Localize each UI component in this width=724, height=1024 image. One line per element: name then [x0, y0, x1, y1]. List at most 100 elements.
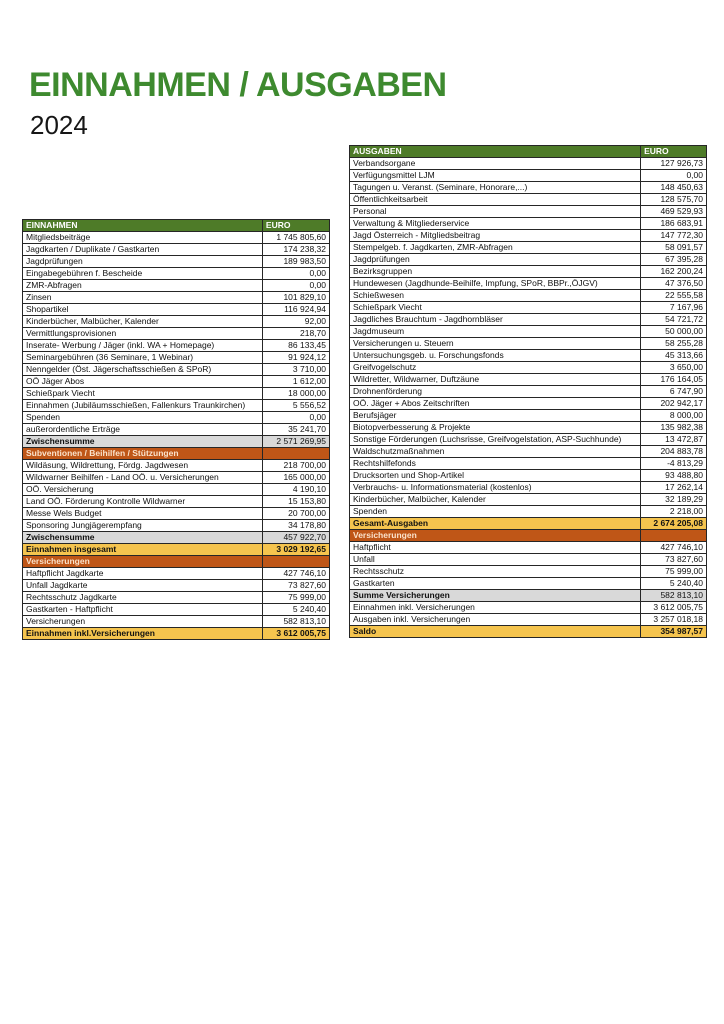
row-label-cell: Schießpark Viecht	[22, 387, 263, 400]
row-value-cell	[261, 555, 331, 568]
row-value-cell: 427 746,10	[640, 541, 707, 554]
row-label-cell: Biotopverbesserung & Projekte	[348, 421, 642, 434]
row-label-cell: Berufsjäger	[348, 409, 642, 422]
table-row: Unfall Jagdkarte 73 827,60	[22, 579, 331, 592]
row-value-cell: 3 612 005,75	[640, 601, 707, 614]
table-row: Inserate- Werbung / Jäger (inkl. WA + Ho…	[22, 339, 331, 352]
table-row: Kinderbücher, Malbücher, Kalender 92,00	[22, 315, 331, 328]
table-row: Personal 469 529,93	[348, 205, 707, 218]
row-value-cell: 189 983,50	[261, 255, 331, 268]
row-label-cell: Messe Wels Budget	[22, 507, 263, 520]
table-row: Tagungen u. Veranst. (Seminare, Honorare…	[348, 181, 707, 194]
row-value-cell: 47 376,50	[640, 277, 707, 290]
table-header-euro: EURO	[640, 145, 707, 158]
table-row: Greifvogelschutz 3 650,00	[348, 361, 707, 374]
row-label-cell: ZMR-Abfragen	[22, 279, 263, 292]
page-subtitle: 2024	[30, 110, 88, 140]
row-value-cell: 116 924,94	[261, 303, 331, 316]
row-value-cell: 93 488,80	[640, 469, 707, 482]
row-label-cell: Zwischensumme	[22, 435, 263, 448]
row-value-cell: 45 313,66	[640, 349, 707, 362]
row-value-cell: 67 395,28	[640, 253, 707, 266]
row-label-cell: Gastkarten - Haftpflicht	[22, 603, 263, 616]
row-label-cell: Gesamt-Ausgaben	[348, 517, 642, 530]
table-header-euro: EURO	[261, 219, 331, 232]
table-row: OÖ. Jäger + Abos Zeitschriften 202 942,17	[348, 397, 707, 410]
table-row: Zinsen 101 829,10	[22, 291, 331, 304]
row-label-cell: Einnahmen insgesamt	[22, 543, 263, 556]
row-label-cell: Jagdkarten / Duplikate / Gastkarten	[22, 243, 263, 256]
row-value-cell: -4 813,29	[640, 457, 707, 470]
table-header-row: EINNAHMEN EURO	[22, 219, 331, 232]
table-header-label: EINNAHMEN	[22, 219, 263, 232]
table-row: Unfall 73 827,60	[348, 553, 707, 566]
table-row: Eingabegebühren f. Bescheide 0,00	[22, 267, 331, 280]
row-label-cell: Kinderbücher, Malbücher, Kalender	[22, 315, 263, 328]
row-label-cell: Summe Versicherungen	[348, 589, 642, 602]
row-value-cell: 2 674 205,08	[640, 517, 707, 530]
row-value-cell: 218,70	[261, 327, 331, 340]
row-label-cell: Spenden	[22, 411, 263, 424]
row-label-cell: Jagdmuseum	[348, 325, 642, 338]
row-label-cell: Rechtshilfefonds	[348, 457, 642, 470]
table-header-label: AUSGABEN	[348, 145, 642, 158]
table-row: Berufsjäger 8 000,00	[348, 409, 707, 422]
row-value-cell: 54 721,72	[640, 313, 707, 326]
row-label-cell: Versicherungen	[22, 615, 263, 628]
row-value-cell: 5 556,52	[261, 399, 331, 412]
row-label-cell: Jagd Österreich - Mitgliedsbeitrag	[348, 229, 642, 242]
row-value-cell	[640, 529, 707, 542]
table-row: Haftpflicht Jagdkarte 427 746,10	[22, 567, 331, 580]
row-label-cell: Drohnenförderung	[348, 385, 642, 398]
row-value-cell: 0,00	[640, 169, 707, 182]
row-label-cell: Versicherungen u. Steuern	[348, 337, 642, 350]
table-row: Versicherungen u. Steuern 58 255,28	[348, 337, 707, 350]
table-row: OÖ Jäger Abos 1 612,00	[22, 375, 331, 388]
row-label-cell: Ausgaben inkl. Versicherungen	[348, 613, 642, 626]
table-row: Jagdmuseum 50 000,00	[348, 325, 707, 338]
row-value-cell: 73 827,60	[261, 579, 331, 592]
einnahmen-table: EINNAHMEN EURO Mitgliedsbeiträge 1 745 805,…	[22, 219, 331, 640]
table-row: Öffentlichkeitsarbeit 128 575,70	[348, 193, 707, 206]
row-label-cell: Personal	[348, 205, 642, 218]
row-value-cell: 1 612,00	[261, 375, 331, 388]
row-label-cell: Jagdprüfungen	[22, 255, 263, 268]
row-value-cell: 75 999,00	[640, 565, 707, 578]
table-row: Drucksorten und Shop-Artikel 93 488,80	[348, 469, 707, 482]
row-label-cell: Öffentlichkeitsarbeit	[348, 193, 642, 206]
row-value-cell: 218 700,00	[261, 459, 331, 472]
table-row: Untersuchungsgeb. u. Forschungsfonds 45 3…	[348, 349, 707, 362]
row-value-cell: 3 612 005,75	[261, 627, 331, 640]
row-value-cell: 6 747,90	[640, 385, 707, 398]
table-row: Einnahmen inkl. Versicherungen 3 612 005,…	[348, 601, 707, 614]
row-label-cell: OÖ Jäger Abos	[22, 375, 263, 388]
row-value-cell: 34 178,80	[261, 519, 331, 532]
row-label-cell: Eingabegebühren f. Bescheide	[22, 267, 263, 280]
row-value-cell: 92,00	[261, 315, 331, 328]
table-row: Summe Versicherungen 582 813,10	[348, 589, 707, 602]
table-row: Kinderbücher, Malbücher, Kalender 32 189,…	[348, 493, 707, 506]
row-value-cell: 35 241,70	[261, 423, 331, 436]
table-row: Wildäsung, Wildrettung, Fördg. Jagdwesen…	[22, 459, 331, 472]
row-label-cell: Sponsoring Jungjägerempfang	[22, 519, 263, 532]
row-label-cell: Verbrauchs- u. Informationsmaterial (kos…	[348, 481, 642, 494]
table-row: Jagdliches Brauchtum - Jagdhornbläser 54 …	[348, 313, 707, 326]
row-label-cell: Verwaltung & Mitgliederservice	[348, 217, 642, 230]
row-value-cell: 0,00	[261, 279, 331, 292]
row-label-cell: Rechtsschutz Jagdkarte	[22, 591, 263, 604]
row-label-cell: Schießwesen	[348, 289, 642, 302]
row-value-cell: 4 190,10	[261, 483, 331, 496]
row-value-cell: 15 153,80	[261, 495, 331, 508]
table-row: Zwischensumme 457 922,70	[22, 531, 331, 544]
row-label-cell: Verbandsorgane	[348, 157, 642, 170]
row-label-cell: Drucksorten und Shop-Artikel	[348, 469, 642, 482]
row-label-cell: Tagungen u. Veranst. (Seminare, Honorare…	[348, 181, 642, 194]
row-value-cell: 427 746,10	[261, 567, 331, 580]
table-row: Rechtsschutz Jagdkarte 75 999,00	[22, 591, 331, 604]
table-row: Schießwesen 22 555,58	[348, 289, 707, 302]
table-row: Einnahmen (Jubiläumsschießen, Fallenkurs…	[22, 399, 331, 412]
row-value-cell: 5 240,40	[640, 577, 707, 590]
row-value-cell	[261, 447, 331, 460]
table-row: Gastkarten - Haftpflicht 5 240,40	[22, 603, 331, 616]
row-value-cell: 148 450,63	[640, 181, 707, 194]
